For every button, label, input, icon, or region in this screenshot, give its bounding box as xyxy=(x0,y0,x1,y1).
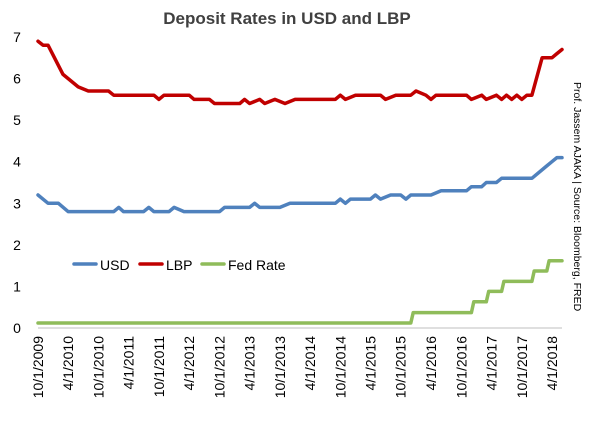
y-tick-label: 1 xyxy=(13,278,21,294)
y-tick-label: 2 xyxy=(13,237,21,253)
x-tick-label: 10/1/2010 xyxy=(90,336,106,398)
y-tick-label: 7 xyxy=(13,29,21,45)
x-tick-label: 4/1/2012 xyxy=(181,336,197,391)
y-axis-tick-labels: 0 1 2 3 4 5 6 7 xyxy=(13,29,21,336)
x-tick-label: 10/1/2012 xyxy=(211,336,227,398)
x-tick-label: 10/1/2014 xyxy=(332,336,348,398)
legend-label: Fed Rate xyxy=(228,257,286,273)
x-tick-label: 10/1/2015 xyxy=(393,336,409,398)
x-tick-label: 4/1/2018 xyxy=(544,336,560,391)
x-axis-tick-labels: 10/1/2009 4/1/2010 10/1/2010 4/1/2011 10/1/2… xyxy=(30,336,560,399)
y-tick-label: 5 xyxy=(13,112,21,128)
y-tick-label: 6 xyxy=(13,71,21,87)
series-line-lbp xyxy=(36,39,564,106)
x-tick-label: 10/1/2016 xyxy=(453,336,469,398)
chart-title: Deposit Rates in USD and LBP xyxy=(163,9,410,28)
y-tick-label: 4 xyxy=(13,154,21,170)
x-tick-label: 10/1/2013 xyxy=(272,336,288,398)
legend-label: USD xyxy=(100,257,130,273)
x-tick-label: 4/1/2014 xyxy=(302,336,318,391)
x-tick-label: 4/1/2013 xyxy=(242,336,258,391)
x-tick-label: 4/1/2016 xyxy=(423,336,439,391)
series-line-fed-rate xyxy=(36,258,564,325)
y-tick-label: 3 xyxy=(13,195,21,211)
legend-label: LBP xyxy=(166,257,192,273)
x-tick-label: 4/1/2017 xyxy=(483,336,499,391)
y-tick-label: 0 xyxy=(13,320,21,336)
x-tick-label: 4/1/2010 xyxy=(60,336,76,391)
x-tick-label: 10/1/2011 xyxy=(151,336,167,397)
x-tick-label: 10/1/2009 xyxy=(30,336,46,398)
x-tick-label: 10/1/2017 xyxy=(514,336,530,398)
x-tick-label: 4/1/2015 xyxy=(362,336,378,391)
legend: USD LBP Fed Rate xyxy=(72,257,286,273)
series-lines xyxy=(36,39,564,325)
x-tick-label: 4/1/2011 xyxy=(121,336,137,390)
source-note: Prof. Jassem AJAKA | Source: Bloomberg, … xyxy=(571,82,583,312)
series-line-usd xyxy=(36,155,564,214)
